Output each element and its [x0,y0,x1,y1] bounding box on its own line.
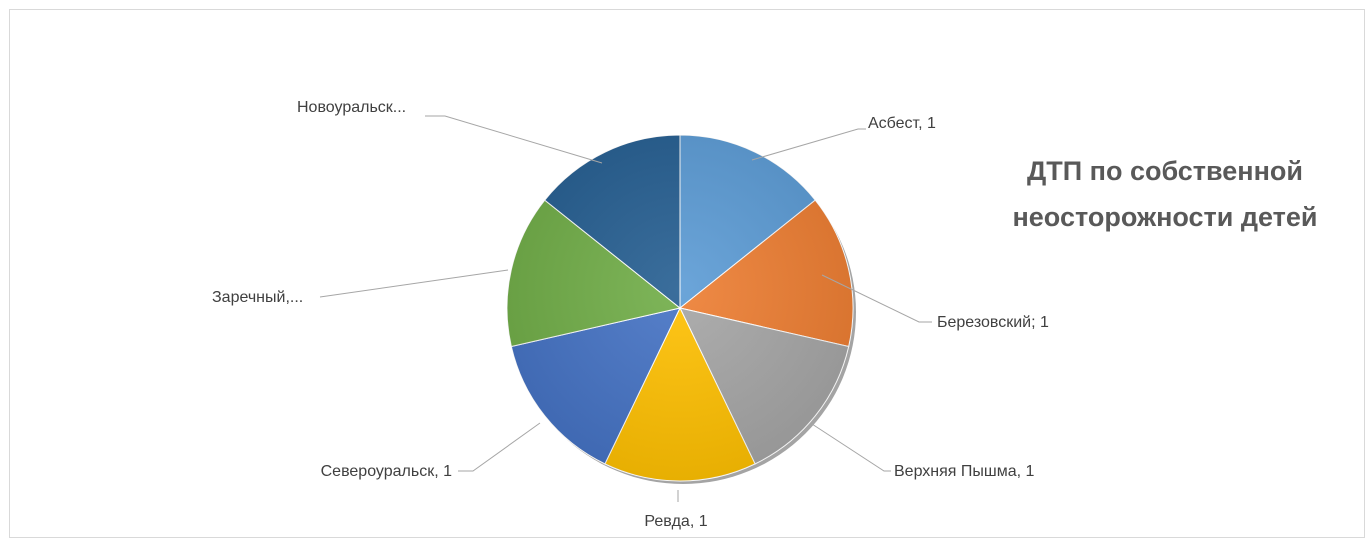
data-label-3: Верхняя Пышма, 1 [894,463,1035,480]
data-label-6: Заречный,... [212,289,303,306]
leader-line-6 [319,269,509,298]
data-labels: Асбест, 1 Березовский; 1 Верхняя Пышма, 1 Р… [212,99,1049,530]
data-label-2: Березовский; 1 [937,314,1049,331]
data-label-4: Ревда, 1 [644,513,707,530]
leader-line-5 [458,422,541,472]
data-label-1: Асбест, 1 [868,115,936,132]
leader-line-2 [821,274,932,323]
leader-line-7 [425,115,603,164]
chart-title: ДТП по собственной неосторожности детей [1012,156,1318,232]
leader-line-3 [811,423,891,472]
pie-slices [506,134,854,482]
data-label-5: Североуральск, 1 [321,463,452,480]
data-label-7: Новоуральск... [297,99,406,116]
leader-line-1 [751,128,866,161]
leader-lines [319,115,932,502]
